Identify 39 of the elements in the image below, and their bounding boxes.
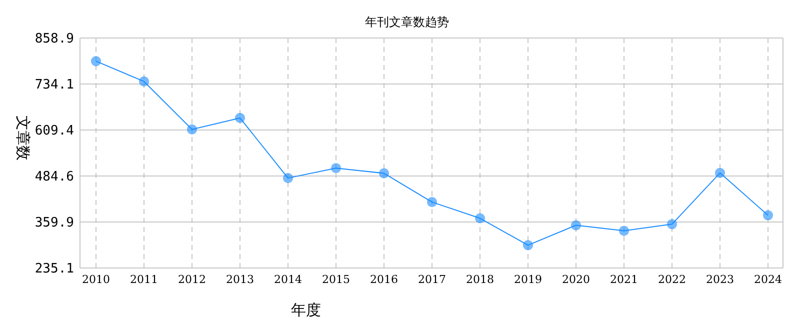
x-tick-label: 2020: [562, 273, 590, 286]
x-tick-label: 2010: [82, 273, 110, 286]
x-tick-label: 2015: [322, 273, 350, 286]
y-tick-label: 235.1: [34, 262, 74, 277]
point: [282, 173, 294, 184]
point: [474, 213, 486, 224]
point: [378, 168, 390, 178]
y-tick-label: 484.6: [34, 170, 74, 185]
x-tick-label: 2016: [370, 273, 398, 286]
x-tick-label: 2019: [514, 273, 542, 286]
point: [234, 112, 246, 124]
point: [714, 168, 726, 178]
point: [666, 219, 678, 230]
y-axis-title: 文章数: [14, 116, 32, 160]
y-tick-label: 359.9: [34, 216, 74, 231]
x-tick-label: 2017: [418, 273, 446, 286]
point: [330, 163, 342, 174]
point: [138, 76, 150, 87]
y-tick-label: 609.4: [34, 124, 74, 139]
point: [762, 210, 774, 220]
x-tick-label: 2021: [610, 273, 638, 286]
x-tick-label: 2013: [226, 273, 254, 286]
point: [426, 197, 438, 208]
y-tick-label: 858.9: [34, 32, 74, 47]
y-tick-label: 734.1: [34, 78, 74, 93]
x-tick-label: 2011: [130, 273, 158, 286]
x-tick-label: 2012: [178, 273, 206, 286]
point: [570, 220, 582, 230]
x-tick-label: 2018: [466, 273, 494, 286]
point: [522, 240, 534, 250]
point: [90, 56, 102, 66]
x-tick-label: 2022: [658, 273, 686, 286]
x-tick-label: 2024: [754, 273, 782, 286]
x-tick-label: 2014: [274, 273, 302, 286]
point: [186, 124, 198, 134]
x-tick-label: 2023: [706, 273, 734, 286]
x-axis-title: 年度: [291, 301, 321, 319]
point: [618, 226, 630, 236]
chart-title: 年刊文章数趋势: [365, 15, 449, 29]
